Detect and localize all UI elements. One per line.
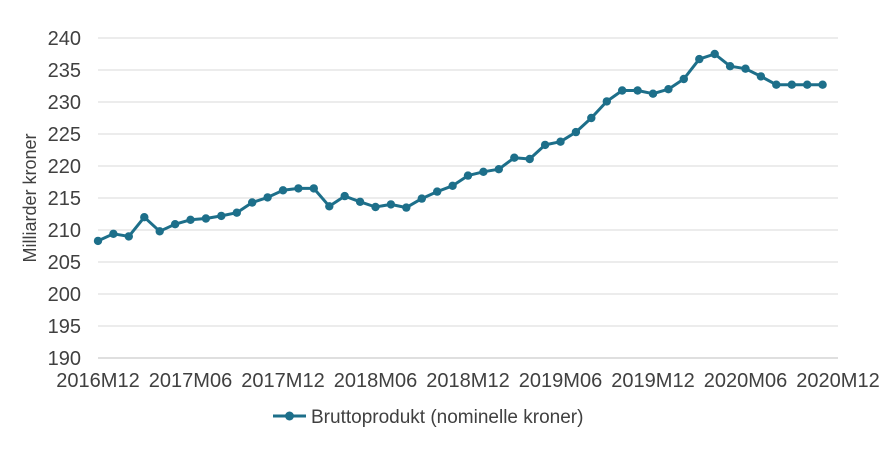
x-tick-label: 2018M12 bbox=[426, 370, 509, 392]
data-point bbox=[479, 167, 488, 176]
x-tick-label: 2020M06 bbox=[704, 370, 787, 392]
data-point bbox=[710, 49, 719, 59]
data-point bbox=[772, 80, 781, 89]
data-point bbox=[587, 113, 596, 123]
data-point bbox=[525, 154, 534, 164]
x-tick-label: 2019M12 bbox=[611, 370, 694, 392]
data-point bbox=[340, 191, 349, 201]
data-point bbox=[325, 202, 334, 211]
data-point bbox=[371, 202, 380, 212]
data-point bbox=[818, 80, 827, 89]
data-point bbox=[124, 232, 133, 241]
data-point bbox=[186, 215, 195, 224]
y-axis-title: Milliarder kroner bbox=[20, 133, 40, 262]
data-point bbox=[741, 64, 750, 73]
data-point bbox=[556, 137, 565, 146]
y-tick-label: 230 bbox=[48, 92, 81, 114]
y-tick-label: 220 bbox=[48, 156, 81, 178]
y-tick-label: 190 bbox=[48, 348, 81, 370]
data-point bbox=[109, 229, 118, 238]
data-point bbox=[679, 74, 688, 84]
data-point bbox=[386, 200, 396, 209]
data-point bbox=[278, 186, 288, 195]
data-point bbox=[571, 127, 581, 137]
data-point bbox=[232, 208, 241, 217]
y-tick-label: 225 bbox=[48, 124, 81, 146]
data-point bbox=[756, 72, 766, 81]
x-tick-label: 2018M06 bbox=[334, 370, 417, 392]
data-point bbox=[448, 181, 457, 190]
x-tick-label: 2019M06 bbox=[519, 370, 602, 392]
legend: Bruttoprodukt (nominelle kroner) bbox=[273, 407, 583, 428]
data-point bbox=[725, 61, 735, 71]
y-axis-ticks: 190 195 200 205 210 215 220 225 230 235 240 bbox=[48, 28, 81, 370]
legend-label: Bruttoprodukt (nominelle kroner) bbox=[311, 407, 583, 428]
y-tick-label: 195 bbox=[48, 316, 81, 338]
data-point bbox=[201, 214, 211, 223]
series-line bbox=[97, 52, 823, 243]
x-axis-ticks: 2016M12 2017M06 2017M12 2018M06 2018M12 2019M… bbox=[56, 370, 879, 392]
data-point bbox=[463, 171, 473, 180]
data-point bbox=[140, 213, 149, 222]
y-tick-label: 210 bbox=[48, 220, 81, 242]
data-point bbox=[309, 184, 318, 193]
y-tick-label: 200 bbox=[48, 284, 81, 306]
data-point bbox=[695, 54, 704, 64]
data-point bbox=[433, 187, 442, 196]
y-tick-label: 205 bbox=[48, 252, 81, 274]
legend-dot-marker bbox=[285, 411, 294, 421]
x-tick-label: 2016M12 bbox=[56, 370, 139, 392]
data-point bbox=[664, 85, 673, 94]
data-point bbox=[618, 86, 627, 95]
gridlines bbox=[98, 37, 838, 359]
data-point bbox=[803, 80, 812, 89]
data-point bbox=[417, 194, 426, 203]
data-point bbox=[93, 236, 103, 246]
data-point bbox=[217, 211, 226, 221]
data-point bbox=[494, 165, 503, 174]
data-point bbox=[648, 89, 658, 98]
data-point bbox=[155, 227, 164, 236]
data-point bbox=[633, 86, 642, 95]
series-layer bbox=[93, 49, 827, 246]
y-tick-label: 235 bbox=[48, 60, 81, 82]
x-tick-label: 2017M12 bbox=[241, 370, 324, 392]
data-point bbox=[355, 197, 365, 206]
x-tick-label: 2017M06 bbox=[149, 370, 232, 392]
x-tick-label: 2020M12 bbox=[796, 370, 879, 392]
data-point bbox=[294, 184, 303, 193]
data-point bbox=[787, 80, 796, 89]
data-point bbox=[540, 140, 550, 150]
data-point bbox=[263, 193, 272, 202]
y-tick-label: 240 bbox=[48, 28, 81, 50]
data-point bbox=[402, 203, 411, 212]
y-tick-label: 215 bbox=[48, 188, 81, 210]
data-point bbox=[170, 220, 180, 229]
data-point bbox=[602, 97, 611, 106]
data-point bbox=[510, 153, 519, 162]
data-point bbox=[248, 198, 257, 207]
